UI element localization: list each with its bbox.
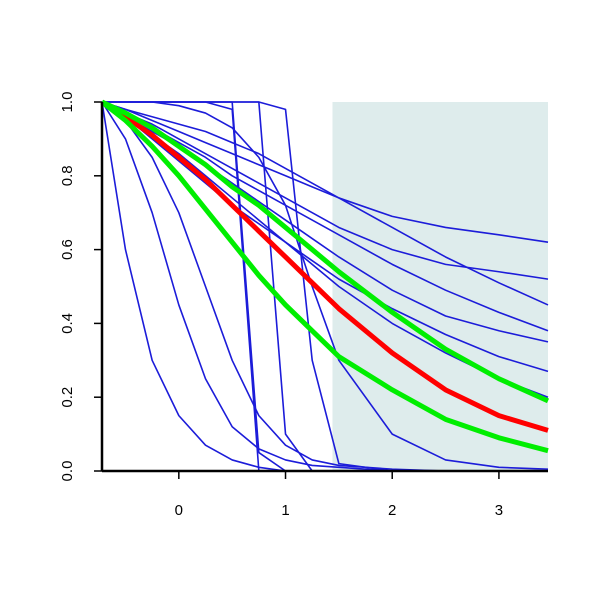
- curve: [101, 101, 549, 343]
- curve: [101, 101, 549, 244]
- shaded-region: [332, 102, 548, 471]
- y-tick-label: 1.0: [59, 92, 76, 113]
- curve: [101, 101, 549, 280]
- curve: [101, 101, 549, 306]
- x-tick-label: 3: [495, 502, 503, 519]
- x-tick-label: 1: [281, 502, 289, 519]
- y-tick-label: 0.6: [59, 239, 76, 260]
- y-tick-label: 0.0: [59, 461, 76, 482]
- x-tick-label: 2: [388, 502, 396, 519]
- y-tick-label: 0.4: [59, 313, 76, 334]
- x-tick-label: 0: [175, 502, 183, 519]
- y-tick-label: 0.2: [59, 387, 76, 408]
- curve: [100, 99, 550, 404]
- curve: [101, 101, 549, 373]
- y-tick-label: 0.8: [59, 165, 76, 186]
- curve: [102, 101, 549, 470]
- curve: [100, 100, 549, 454]
- curve: [100, 99, 549, 433]
